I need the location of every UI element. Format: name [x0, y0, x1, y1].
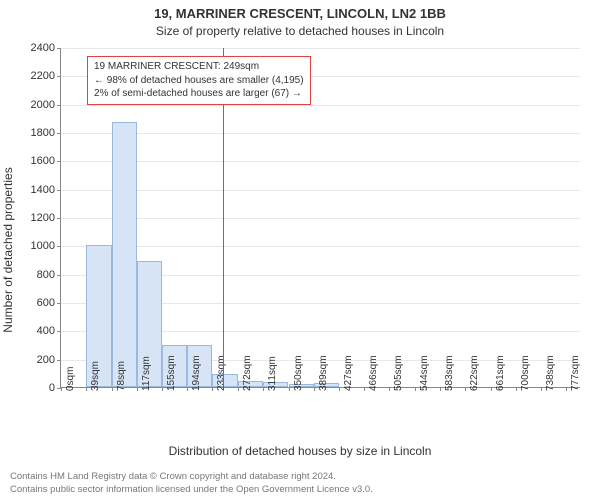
xtick-mark [137, 387, 138, 391]
xtick-label: 117sqm [141, 356, 152, 391]
xtick-mark [238, 387, 239, 391]
xtick-label: 194sqm [191, 355, 202, 391]
xtick-label: 311sqm [267, 356, 278, 391]
xtick-label: 466sqm [368, 355, 379, 391]
xtick-mark [415, 387, 416, 391]
ytick-label: 800 [37, 269, 55, 281]
ytick-label: 2000 [31, 99, 55, 111]
gridline [61, 246, 580, 247]
ytick-mark [57, 105, 61, 106]
xtick-label: 738sqm [545, 355, 556, 391]
gridline [61, 190, 580, 191]
ytick-label: 1200 [31, 212, 55, 224]
xtick-mark [440, 387, 441, 391]
xtick-mark [516, 387, 517, 391]
xtick-label: 78sqm [116, 361, 127, 391]
ytick-mark [57, 48, 61, 49]
xtick-label: 777sqm [570, 355, 581, 391]
annotation-line: 2% of semi-detached houses are larger (6… [94, 87, 304, 101]
xtick-mark [212, 387, 213, 391]
gridline [61, 48, 580, 49]
xtick-label: 0sqm [65, 367, 76, 391]
gridline [61, 133, 580, 134]
xtick-label: 661sqm [495, 355, 506, 391]
xtick-label: 427sqm [343, 355, 354, 391]
footer-line: Contains public sector information licen… [10, 484, 373, 496]
gridline [61, 161, 580, 162]
ytick-label: 200 [37, 354, 55, 366]
xtick-label: 583sqm [444, 355, 455, 391]
xtick-mark [339, 387, 340, 391]
xtick-label: 39sqm [90, 361, 101, 391]
xtick-mark [263, 387, 264, 391]
gridline [61, 218, 580, 219]
annotation-box: 19 MARRINER CRESCENT: 249sqm ← 98% of de… [87, 56, 311, 105]
ytick-mark [57, 76, 61, 77]
xtick-mark [86, 387, 87, 391]
xtick-label: 544sqm [419, 355, 430, 391]
xtick-mark [364, 387, 365, 391]
xtick-mark [465, 387, 466, 391]
footer-attribution: Contains HM Land Registry data © Crown c… [10, 471, 373, 496]
xtick-label: 350sqm [293, 355, 304, 391]
xtick-mark [187, 387, 188, 391]
xtick-label: 700sqm [520, 355, 531, 391]
ytick-label: 2200 [31, 70, 55, 82]
ytick-mark [57, 275, 61, 276]
xtick-label: 155sqm [166, 355, 177, 391]
x-axis-label: Distribution of detached houses by size … [0, 444, 600, 458]
page-subtitle: Size of property relative to detached ho… [0, 24, 600, 38]
ytick-mark [57, 161, 61, 162]
xtick-mark [289, 387, 290, 391]
histogram-bar [112, 122, 137, 387]
gridline [61, 105, 580, 106]
ytick-mark [57, 331, 61, 332]
footer-line: Contains HM Land Registry data © Crown c… [10, 471, 373, 483]
page-title: 19, MARRINER CRESCENT, LINCOLN, LN2 1BB [0, 6, 600, 21]
xtick-mark [314, 387, 315, 391]
ytick-label: 1800 [31, 127, 55, 139]
ytick-label: 2400 [31, 42, 55, 54]
xtick-label: 622sqm [469, 355, 480, 391]
annotation-line: 19 MARRINER CRESCENT: 249sqm [94, 60, 304, 74]
plot-area: 0200400600800100012001400160018002000220… [60, 48, 580, 388]
ytick-label: 1000 [31, 240, 55, 252]
ytick-mark [57, 133, 61, 134]
xtick-mark [541, 387, 542, 391]
ytick-mark [57, 303, 61, 304]
xtick-mark [61, 387, 62, 391]
ytick-mark [57, 218, 61, 219]
chart-container: 19, MARRINER CRESCENT, LINCOLN, LN2 1BB … [0, 0, 600, 500]
annotation-line: ← 98% of detached houses are smaller (4,… [94, 74, 304, 88]
ytick-mark [57, 246, 61, 247]
xtick-mark [112, 387, 113, 391]
y-axis-label: Number of detached properties [1, 167, 15, 332]
ytick-label: 1400 [31, 184, 55, 196]
xtick-label: 272sqm [242, 355, 253, 391]
ytick-label: 0 [49, 382, 55, 394]
xtick-mark [162, 387, 163, 391]
ytick-label: 600 [37, 297, 55, 309]
xtick-mark [491, 387, 492, 391]
xtick-label: 505sqm [393, 355, 404, 391]
ytick-mark [57, 360, 61, 361]
ytick-label: 400 [37, 325, 55, 337]
ytick-label: 1600 [31, 155, 55, 167]
xtick-mark [566, 387, 567, 391]
xtick-label: 389sqm [318, 355, 329, 391]
xtick-mark [389, 387, 390, 391]
ytick-mark [57, 190, 61, 191]
